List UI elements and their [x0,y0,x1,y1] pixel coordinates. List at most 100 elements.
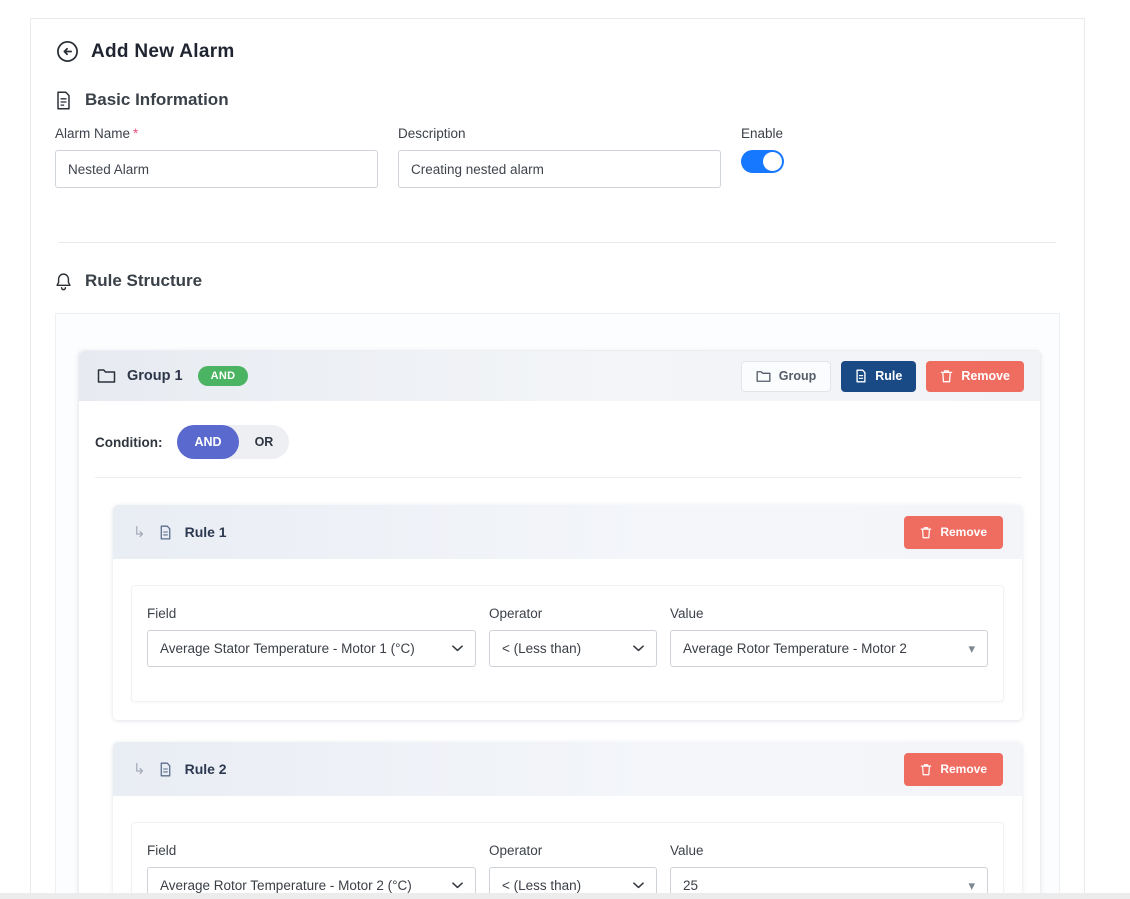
remove-rule-button[interactable]: Remove [904,515,1003,549]
field-select-value: Average Rotor Temperature - Motor 2 (°C) [160,878,412,893]
dropdown-arrow-icon: ▾ [968,640,975,656]
add-group-button[interactable]: Group [740,360,832,392]
chevron-down-icon [633,645,644,652]
group-header: Group 1 AND Group [79,351,1040,401]
rule-header-left: ↳ Rule 2 [133,761,227,777]
remove-rule-button-label: Remove [940,762,987,776]
enable-label: Enable [741,126,784,141]
nested-arrow-icon: ↳ [133,760,146,778]
rule-header: ↳ Rule 2 [113,742,1022,796]
basic-info-header: Basic Information [55,90,1060,110]
operator-label: Operator [489,843,543,858]
field-label: Field [147,606,177,621]
rule-header-left: ↳ Rule 1 [133,524,227,540]
value-column: Value Average Rotor Temperature - Motor … [670,606,988,667]
remove-group-button-label: Remove [961,369,1010,383]
chevron-down-icon [452,645,463,652]
value-column: Value 25 ▾ [670,843,988,899]
operator-column: Operator < (Less than) [489,843,657,899]
add-alarm-card: Add New Alarm Basic Information Alarm Na… [30,18,1085,899]
operator-column: Operator < (Less than) [489,606,657,667]
rule-title: Rule 2 [184,761,227,777]
page-title: Add New Alarm [91,40,235,62]
add-rule-button-label: Rule [875,369,903,383]
description-label: Description [398,126,466,141]
condition-option-and[interactable]: AND [177,425,239,459]
document-icon [55,91,72,110]
enable-group: Enable [741,126,784,188]
toggle-knob [763,152,782,171]
folder-icon [97,368,116,384]
condition-label: Condition: [95,434,163,450]
operator-select-value: < (Less than) [502,878,582,893]
rule-structure-header: Rule Structure [55,271,1060,291]
rule-grid: Field Average Rotor Temperature - Motor … [147,843,988,899]
file-icon [855,369,867,383]
dropdown-arrow-icon: ▾ [968,877,975,893]
value-combobox-value: Average Rotor Temperature - Motor 2 [683,641,907,656]
required-asterisk: * [133,126,139,141]
field-label: Field [147,843,177,858]
operator-select[interactable]: < (Less than) [489,630,657,667]
rule-group-container: Group 1 AND Group [55,313,1060,899]
rule-body: Field Average Rotor Temperature - Motor … [113,796,1022,899]
field-column: Field Average Rotor Temperature - Motor … [147,843,476,899]
trash-icon [920,526,932,539]
add-group-button-label: Group [778,369,817,383]
condition-row: Condition: AND OR [95,425,1022,459]
rule-body: Field Average Stator Temperature - Motor… [113,559,1022,720]
page-bottom-edge [0,893,1130,899]
page-header: Add New Alarm [55,39,1060,64]
alarm-name-label-text: Alarm Name [55,126,131,141]
alarm-name-label: Alarm Name * [55,126,378,141]
rule-doc-icon [159,525,172,540]
group-header-left: Group 1 AND [97,366,249,386]
trash-icon [920,763,932,776]
rule-card: ↳ Rule 2 [113,742,1022,899]
group-condition-badge: AND [197,366,249,386]
alarm-name-input[interactable] [55,150,378,188]
group-card: Group 1 AND Group [78,350,1041,899]
alarm-name-group: Alarm Name * [55,126,378,188]
add-rule-button[interactable]: Rule [841,360,917,392]
value-combobox[interactable]: Average Rotor Temperature - Motor 2 ▾ [670,630,988,667]
rule-header: ↳ Rule 1 [113,505,1022,559]
group-header-buttons: Group Rule [740,360,1024,392]
rule-panel: Field Average Stator Temperature - Motor… [131,585,1004,702]
condition-divider [95,477,1022,478]
field-column: Field Average Stator Temperature - Motor… [147,606,476,667]
enable-toggle[interactable] [741,150,784,173]
rule-card: ↳ Rule 1 [113,505,1022,720]
description-input[interactable] [398,150,721,188]
value-label: Value [670,606,704,621]
description-group: Description [398,126,721,188]
group-body: Condition: AND OR ↳ [79,401,1040,899]
operator-select-value: < (Less than) [502,641,582,656]
basic-info-title: Basic Information [85,90,229,109]
field-select[interactable]: Average Stator Temperature - Motor 1 (°C… [147,630,476,667]
section-divider [59,242,1056,243]
operator-label: Operator [489,606,543,621]
value-label: Value [670,843,704,858]
chevron-down-icon [452,882,463,889]
group-title: Group 1 [127,368,183,384]
trash-icon [940,369,953,383]
field-select-value: Average Stator Temperature - Motor 1 (°C… [160,641,415,656]
rule-doc-icon [159,762,172,777]
condition-option-or[interactable]: OR [254,435,274,449]
chevron-down-icon [633,882,644,889]
rule-title: Rule 1 [184,524,227,540]
rule-grid: Field Average Stator Temperature - Motor… [147,606,988,667]
bell-icon [55,272,72,291]
rule-structure-title: Rule Structure [85,271,203,290]
nested-arrow-icon: ↳ [133,523,146,541]
value-combobox-value: 25 [683,878,699,893]
rule-panel: Field Average Rotor Temperature - Motor … [131,822,1004,899]
condition-toggle: AND OR [177,425,290,459]
remove-rule-button-label: Remove [940,525,987,539]
remove-group-button[interactable]: Remove [926,360,1024,392]
back-button[interactable] [55,39,80,64]
back-arrow-icon [55,39,80,64]
remove-rule-button[interactable]: Remove [904,752,1003,786]
folder-icon [756,370,771,383]
